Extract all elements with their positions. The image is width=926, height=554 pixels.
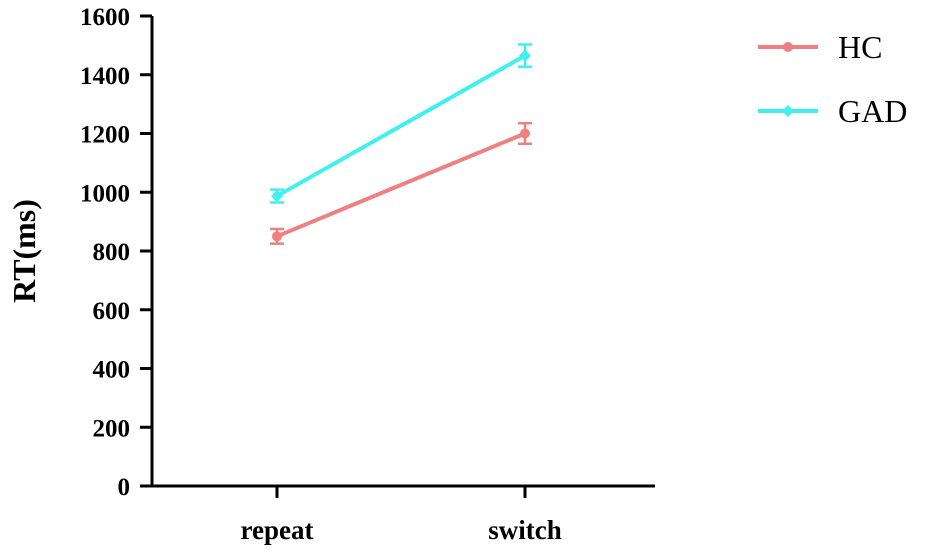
x-ticks: repeat switch [241, 486, 562, 545]
y-tick-label: 800 [93, 239, 131, 266]
legend-item-hc: HC [758, 29, 882, 65]
legend-marker [782, 105, 794, 117]
series-group [270, 43, 532, 245]
y-tick-label: 400 [93, 357, 131, 384]
legend-label: HC [838, 29, 882, 65]
x-tick-label-repeat: repeat [241, 515, 314, 545]
y-axis-label: RT(ms) [6, 199, 42, 303]
series-hc [270, 121, 532, 245]
y-tick-label: 1400 [80, 63, 130, 90]
data-point [272, 231, 282, 242]
x-tick-label-switch: switch [488, 515, 562, 545]
y-tick-label: 1600 [80, 4, 130, 31]
data-point [519, 49, 531, 62]
legend-label: GAD [838, 93, 907, 129]
y-tick-label: 200 [93, 415, 131, 442]
series-gad [270, 43, 532, 204]
y-ticks: 0 200 400 600 800 1000 1200 1400 1600 [80, 4, 152, 501]
series-line-hc [276, 131, 526, 239]
legend: HC GAD [758, 29, 907, 129]
y-tick-label: 600 [93, 298, 131, 325]
legend-marker [783, 42, 793, 52]
axes [150, 16, 655, 488]
series-line-gad [276, 53, 526, 198]
y-tick-label: 1200 [80, 122, 130, 149]
data-point [271, 190, 283, 203]
data-point [520, 128, 530, 139]
y-tick-label: 0 [118, 474, 131, 501]
legend-item-gad: GAD [758, 93, 907, 129]
y-tick-label: 1000 [80, 180, 130, 207]
